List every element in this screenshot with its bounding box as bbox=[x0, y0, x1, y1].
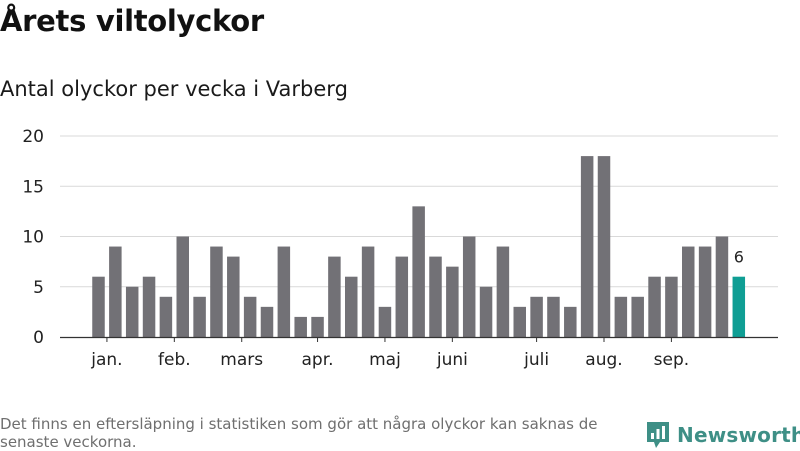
bar bbox=[345, 276, 358, 337]
bar bbox=[698, 246, 712, 337]
bar bbox=[125, 286, 139, 337]
bar bbox=[378, 306, 392, 337]
brand-logo: Newsworthy bbox=[645, 420, 800, 450]
data-label: 6 bbox=[734, 248, 744, 267]
bar bbox=[496, 246, 510, 337]
bar bbox=[395, 256, 409, 337]
bar bbox=[294, 316, 307, 337]
bar bbox=[210, 246, 223, 337]
bar-chart: 0 5 10 15 20 jan. feb. mars apr. maj juni juli aug. s… bbox=[22, 127, 778, 370]
y-tick-label: 10 bbox=[22, 228, 44, 248]
bar bbox=[665, 276, 678, 337]
x-tick-label: aug. bbox=[585, 350, 622, 370]
brand-name: Newsworthy bbox=[677, 423, 800, 447]
y-tick-label: 5 bbox=[33, 278, 44, 298]
bar bbox=[260, 306, 274, 337]
bar bbox=[597, 156, 611, 337]
x-tick-label: mars bbox=[220, 350, 263, 370]
y-tick-label: 0 bbox=[33, 328, 44, 348]
bar bbox=[631, 296, 644, 337]
bar bbox=[227, 256, 240, 337]
bar bbox=[92, 276, 105, 337]
bar bbox=[109, 246, 122, 337]
bar bbox=[530, 296, 543, 337]
bar bbox=[412, 206, 425, 337]
bar bbox=[328, 256, 341, 337]
bar bbox=[614, 296, 628, 337]
x-tick-label: juli bbox=[523, 350, 549, 370]
bar bbox=[176, 236, 189, 337]
y-tick-label: 20 bbox=[22, 127, 44, 147]
bar bbox=[243, 296, 257, 337]
bar bbox=[277, 246, 291, 337]
bar bbox=[429, 256, 442, 337]
chart-title: Årets viltolyckor bbox=[0, 4, 264, 38]
bar bbox=[479, 286, 493, 337]
bar bbox=[361, 246, 375, 337]
x-tick-label: juni bbox=[436, 350, 468, 370]
bar bbox=[564, 306, 577, 337]
bar bbox=[142, 276, 156, 337]
bar bbox=[715, 236, 729, 337]
bar bbox=[193, 296, 206, 337]
x-tick-label: jan. bbox=[90, 350, 122, 370]
bar bbox=[682, 246, 695, 337]
bar bbox=[159, 296, 173, 337]
chart-subtitle: Antal olyckor per vecka i Varberg bbox=[0, 77, 348, 101]
x-tick-label: feb. bbox=[158, 350, 191, 370]
bar bbox=[513, 306, 526, 337]
bar bbox=[311, 316, 324, 337]
x-tick-label: maj bbox=[369, 350, 401, 370]
bar bbox=[648, 276, 661, 337]
bar bbox=[462, 236, 476, 337]
footnote: Det finns en eftersläpning i statistiken… bbox=[0, 415, 598, 451]
bar bbox=[580, 156, 594, 337]
bar-highlight bbox=[732, 276, 746, 337]
bar bbox=[547, 296, 560, 337]
x-tick-label: apr. bbox=[302, 350, 334, 370]
x-tick-label: sep. bbox=[654, 350, 690, 370]
y-tick-label: 15 bbox=[22, 177, 44, 197]
bar-chart-logo-icon bbox=[647, 422, 669, 448]
bar bbox=[446, 266, 459, 337]
